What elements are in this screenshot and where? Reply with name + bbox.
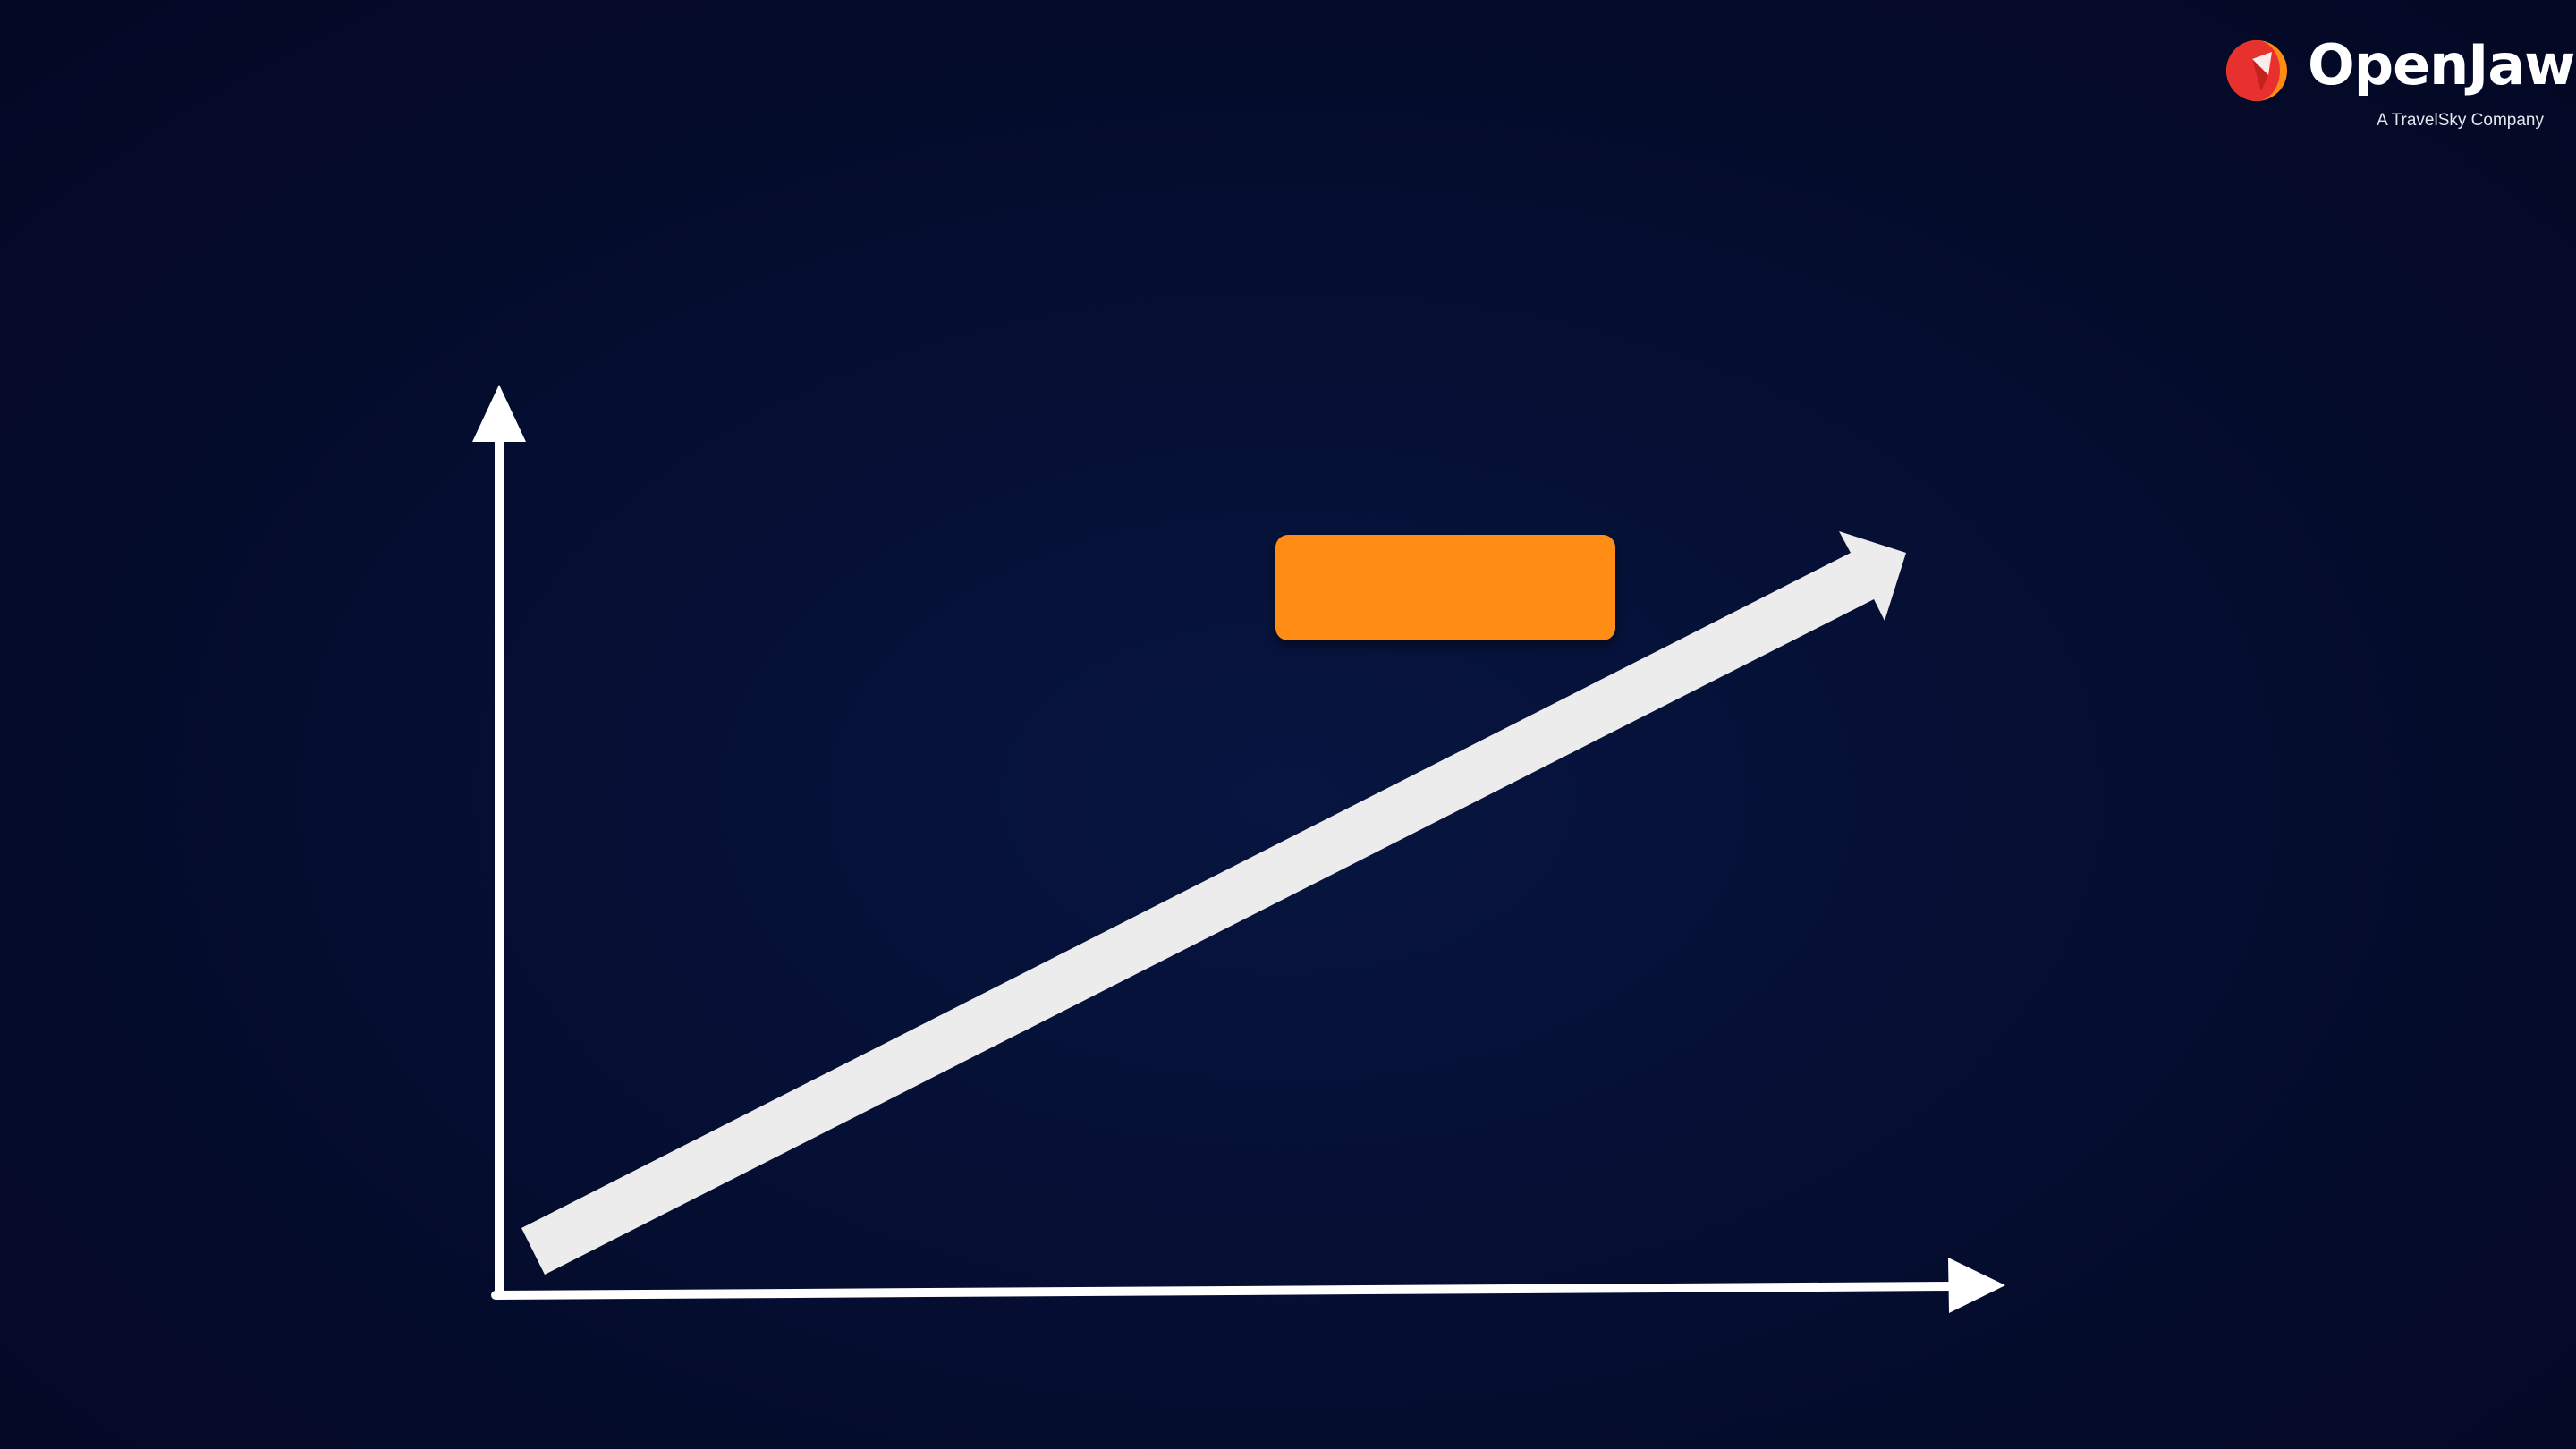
x-axis-line bbox=[491, 1282, 1960, 1300]
y-axis-arrowhead bbox=[472, 385, 526, 442]
brand-name: OpenJaw bbox=[2308, 32, 2575, 97]
brand-logo: OpenJaw A TravelSky Company bbox=[2225, 36, 2575, 143]
trend-arrow bbox=[521, 531, 1906, 1275]
openjaw-logo-mark bbox=[2226, 40, 2287, 101]
x-axis-arrowhead bbox=[1948, 1258, 2005, 1313]
brand-tagline: A TravelSky Company bbox=[2377, 111, 2544, 130]
label-box bbox=[1275, 535, 1615, 640]
